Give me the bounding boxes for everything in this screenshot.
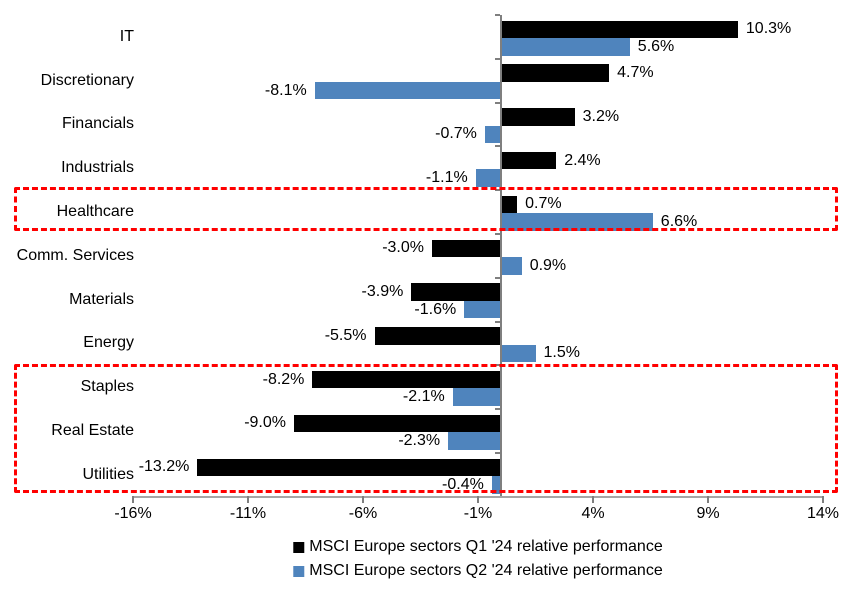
category-label-industrials: Industrials xyxy=(61,159,134,177)
value-label-q2-industrials: -1.1% xyxy=(425,169,468,187)
category-axis-tick xyxy=(495,145,500,148)
value-label-q1-comm-services: -3.0% xyxy=(382,239,424,257)
category-label-discretionary: Discretionary xyxy=(40,71,134,89)
value-axis-tick xyxy=(362,496,364,503)
value-label-q2-financials: -0.7% xyxy=(435,125,477,143)
value-axis-tick-label-6: -6% xyxy=(348,505,378,522)
value-label-q1-utilities: -13.2% xyxy=(138,458,190,476)
value-label-q1-energy: -5.5% xyxy=(324,326,367,344)
value-label-q1-staples: -8.2% xyxy=(262,370,305,388)
bar-q1-materials xyxy=(411,283,501,301)
value-axis-tick-label-4: 4% xyxy=(581,505,605,522)
bar-q2-comm-services xyxy=(501,257,522,275)
category-axis-tick xyxy=(495,452,500,454)
value-axis-tick xyxy=(477,496,479,503)
category-label-it: IT xyxy=(119,27,134,45)
value-label-q2-energy: 1.5% xyxy=(543,344,580,362)
bar-q1-healthcare xyxy=(501,195,518,214)
value-label-q2-discretionary: -8.1% xyxy=(264,81,307,99)
value-label-q2-healthcare: 6.6% xyxy=(660,212,698,230)
value-axis-tick xyxy=(132,496,134,503)
value-label-q2-real-estate: -2.3% xyxy=(398,431,441,449)
bar-q2-utilities xyxy=(491,476,501,494)
category-label-real-estate: Real Estate xyxy=(51,422,134,440)
category-axis-line xyxy=(500,15,502,498)
value-label-q2-materials: -1.6% xyxy=(414,300,457,318)
value-axis-tick xyxy=(247,496,249,503)
category-label-staples: Staples xyxy=(80,378,134,396)
value-axis-tick-label-16: -16% xyxy=(114,505,152,522)
healthcare-highlight-box xyxy=(14,187,838,231)
value-label-q1-discretionary: 4.7% xyxy=(617,64,654,82)
value-axis-tick-label-1: -1% xyxy=(463,505,493,522)
bar-q2-materials xyxy=(464,300,501,319)
value-label-q2-utilities: -0.4% xyxy=(442,475,484,493)
category-axis-tick xyxy=(495,101,500,104)
value-label-q2-it: 5.6% xyxy=(637,37,675,55)
category-axis-tick xyxy=(495,276,500,279)
category-label-comm-services: Comm. Services xyxy=(16,246,134,264)
value-label-q1-materials: -3.9% xyxy=(361,283,404,301)
value-label-q1-it: 10.3% xyxy=(745,20,792,38)
bar-q1-utilities xyxy=(197,458,501,476)
bar-q1-staples xyxy=(312,370,501,389)
category-label-financials: Financials xyxy=(61,115,134,133)
bar-q1-discretionary xyxy=(501,64,610,82)
bar-q2-staples xyxy=(452,388,501,406)
value-axis-tick xyxy=(592,496,594,503)
bar-q2-real-estate xyxy=(448,432,501,450)
bar-q2-healthcare xyxy=(501,213,653,231)
value-axis-tick-label-9: 9% xyxy=(696,505,720,522)
category-label-utilities: Utilities xyxy=(82,465,134,483)
legend-label-q2: MSCI Europe sectors Q2 '24 relative perf… xyxy=(309,562,663,579)
legend: MSCI Europe sectors Q1 '24 relative perf… xyxy=(293,538,663,580)
value-axis-tick xyxy=(822,496,824,503)
value-label-q1-real-estate: -9.0% xyxy=(244,414,286,432)
category-axis-tick xyxy=(495,233,500,235)
bar-q1-industrials xyxy=(501,151,557,170)
legend-item-q1: MSCI Europe sectors Q1 '24 relative perf… xyxy=(293,538,663,556)
bar-q2-discretionary xyxy=(314,81,501,100)
bar-q1-energy xyxy=(374,327,501,345)
bar-q2-industrials xyxy=(475,169,501,187)
bar-q2-it xyxy=(501,38,630,56)
category-axis-tick xyxy=(495,57,500,60)
value-label-q1-industrials: 2.4% xyxy=(564,151,601,169)
category-label-energy: Energy xyxy=(83,334,134,352)
value-label-q1-healthcare: 0.7% xyxy=(525,195,562,213)
value-axis-tick xyxy=(707,496,709,503)
category-axis-tick xyxy=(495,189,500,192)
legend-swatch-q1 xyxy=(293,541,305,553)
value-axis-tick-label-14: 14% xyxy=(806,505,840,522)
category-axis-tick xyxy=(495,320,500,323)
value-label-q2-staples: -2.1% xyxy=(402,388,445,406)
legend-item-q2: MSCI Europe sectors Q2 '24 relative perf… xyxy=(293,562,663,580)
bar-q2-financials xyxy=(484,125,501,144)
defensive-sectors-highlight-box xyxy=(14,364,838,493)
category-label-healthcare: Healthcare xyxy=(56,203,134,221)
legend-swatch-q2 xyxy=(293,565,305,577)
value-label-q1-financials: 3.2% xyxy=(582,107,620,125)
value-label-q2-comm-services: 0.9% xyxy=(529,256,567,274)
bar-q1-financials xyxy=(501,108,575,126)
category-axis-tick xyxy=(495,408,500,411)
bar-q1-real-estate xyxy=(294,414,501,433)
bar-q2-energy xyxy=(501,344,536,363)
category-label-materials: Materials xyxy=(69,290,134,308)
bar-q1-it xyxy=(501,20,738,38)
legend-label-q1: MSCI Europe sectors Q1 '24 relative perf… xyxy=(309,538,663,555)
bar-q1-comm-services xyxy=(432,239,501,257)
value-axis-tick-label-11: -11% xyxy=(229,505,267,522)
category-axis-tick xyxy=(495,14,500,16)
